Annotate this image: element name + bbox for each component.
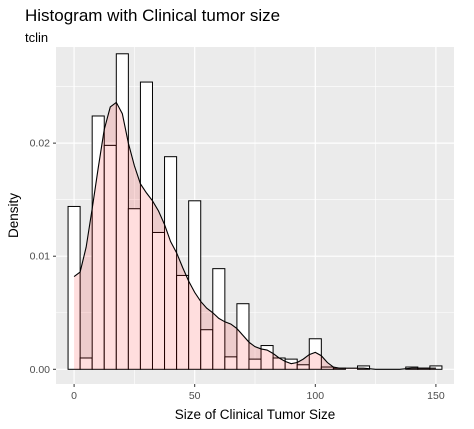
x-tick-label: 0 [71,390,77,402]
histogram-bar [236,303,250,370]
y-tick-label: 0.02 [30,138,51,150]
x-tick-label: 150 [427,390,445,402]
x-tick-label: 50 [189,390,201,402]
histogram-bar [139,81,153,370]
chart-subtitle: tclin [25,30,49,45]
histogram-bar [188,200,202,370]
x-axis-title: Size of Clinical Tumor Size [175,407,336,422]
histogram-bar [357,365,371,370]
chart-title: Histogram with Clinical tumor size [25,6,281,25]
histogram-bars [67,53,443,370]
histogram-bar [67,205,81,370]
histogram-bar [429,365,443,370]
density-layer [73,101,436,370]
y-tick-label: 0.01 [30,251,51,263]
x-tick-label: 100 [307,390,325,402]
histogram-bar [284,358,298,370]
y-axis-title: Density [6,193,21,238]
y-tick-label: 0.00 [30,364,51,376]
histogram-bar [164,156,178,370]
x-axis: 0 50 100 150 [71,384,445,402]
y-axis: 0.00 0.01 0.02 [30,138,56,376]
density-curve [73,101,436,370]
density-area [74,102,436,370]
